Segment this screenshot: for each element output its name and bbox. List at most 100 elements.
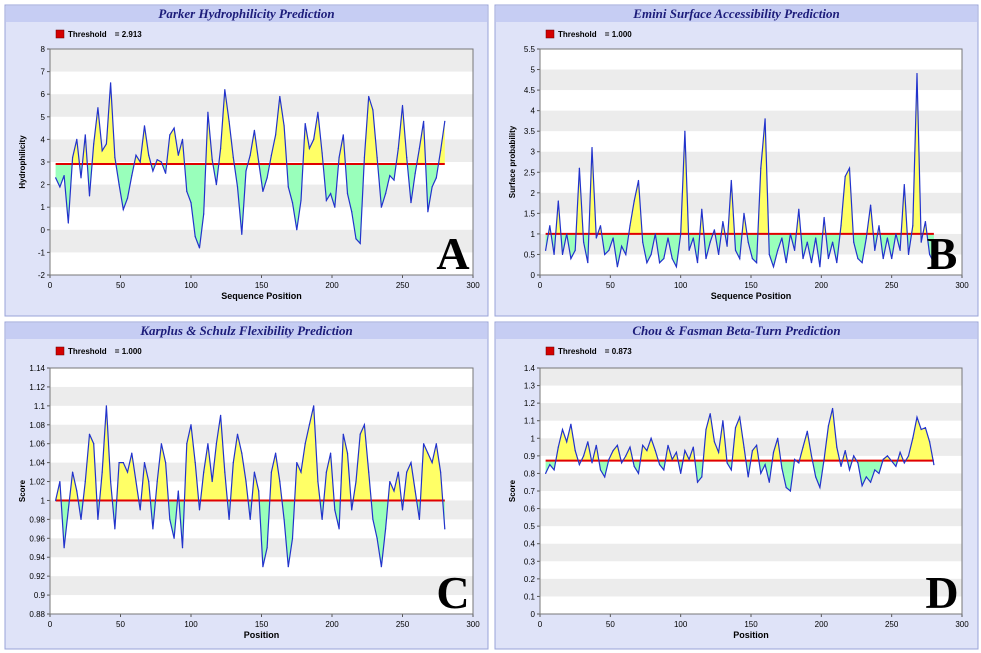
data-point <box>675 451 678 453</box>
data-point <box>549 225 551 227</box>
y-tick-label: 7 <box>41 68 46 77</box>
data-point <box>67 222 69 224</box>
y-tick-label: 1.02 <box>29 478 45 487</box>
data-point <box>245 170 247 172</box>
y-tick-label: 0.8 <box>524 469 536 478</box>
x-tick-label: 250 <box>396 620 410 629</box>
data-point <box>933 464 935 466</box>
chart-title: Karplus & Schulz Flexibility Prediction <box>139 323 352 338</box>
data-point <box>423 443 425 445</box>
data-point <box>165 462 167 464</box>
data-point <box>156 159 158 161</box>
data-point <box>751 257 754 260</box>
data-point <box>844 175 846 177</box>
data-point <box>279 480 281 483</box>
data-point <box>810 455 813 457</box>
data-point <box>380 566 382 568</box>
y-tick-label: 0.1 <box>524 592 536 601</box>
data-point <box>435 443 437 445</box>
data-point <box>743 212 745 214</box>
y-tick-label: 4.5 <box>524 86 536 95</box>
data-point <box>806 430 808 432</box>
data-point <box>270 154 272 156</box>
data-point <box>899 451 901 453</box>
y-tick-label: 0.92 <box>29 572 45 581</box>
data-point <box>368 471 370 473</box>
y-axis-label: Hydrophilicity <box>18 135 27 189</box>
legend-value: = 0.873 <box>605 347 632 356</box>
data-point <box>262 566 264 568</box>
data-point <box>924 427 927 429</box>
data-point <box>924 220 927 223</box>
data-point <box>55 177 57 179</box>
data-point <box>275 452 277 454</box>
data-point <box>363 424 366 426</box>
y-tick-label: 0.94 <box>29 553 45 562</box>
data-point <box>663 257 665 260</box>
data-point <box>376 537 378 539</box>
data-point <box>929 441 931 443</box>
data-point <box>351 211 353 213</box>
y-tick-label: 1.12 <box>29 383 45 392</box>
data-point <box>886 237 889 239</box>
data-point <box>321 518 323 520</box>
data-point <box>726 462 728 464</box>
data-point <box>612 237 614 239</box>
data-point <box>224 471 226 473</box>
data-point <box>561 428 564 431</box>
plot-border <box>49 48 474 276</box>
y-tick-label: 4 <box>531 107 536 116</box>
data-point <box>684 130 686 132</box>
y-tick-label: 1.06 <box>29 440 45 449</box>
data-point <box>338 528 340 530</box>
data-point <box>148 480 150 483</box>
data-point <box>67 509 69 511</box>
data-point <box>760 472 762 475</box>
data-point <box>802 446 804 448</box>
data-point <box>642 241 644 243</box>
data-point <box>819 266 821 268</box>
data-point <box>93 443 95 445</box>
data-point <box>118 184 120 186</box>
legend-value: = 2.913 <box>115 30 142 39</box>
data-point <box>215 443 217 445</box>
data-point <box>874 469 876 471</box>
data-point <box>730 179 732 182</box>
plot-band <box>540 192 962 214</box>
data-point <box>578 464 580 466</box>
data-point <box>156 480 158 483</box>
data-point <box>131 452 133 454</box>
data-point <box>283 518 285 520</box>
data-point <box>878 225 880 227</box>
data-point <box>439 471 442 473</box>
x-tick-label: 300 <box>955 620 969 629</box>
data-point <box>249 154 251 156</box>
chart-panel-3: Karplus & Schulz Flexibility Prediction T… <box>4 321 489 650</box>
data-point <box>802 257 804 260</box>
data-point <box>313 138 315 140</box>
y-tick-label: 1.3 <box>524 382 536 391</box>
data-point <box>642 444 644 446</box>
x-tick-label: 50 <box>606 281 615 290</box>
data-point <box>126 471 129 473</box>
data-point <box>861 485 863 487</box>
y-tick-label: 2 <box>41 181 46 190</box>
x-tick-label: 150 <box>744 620 758 629</box>
area-below-threshold <box>545 460 934 491</box>
data-point <box>713 229 716 231</box>
data-point <box>616 266 618 268</box>
data-point <box>869 481 872 483</box>
plot-band <box>50 184 473 208</box>
data-point <box>848 469 851 471</box>
y-tick-label: 0.5 <box>524 522 536 531</box>
data-point <box>173 537 175 539</box>
data-point <box>241 452 243 454</box>
data-point <box>406 471 408 473</box>
data-point <box>270 471 272 473</box>
data-point <box>194 235 196 238</box>
data-point <box>650 437 652 439</box>
data-point <box>869 204 872 206</box>
plot-band <box>50 229 473 253</box>
data-point <box>76 490 78 492</box>
